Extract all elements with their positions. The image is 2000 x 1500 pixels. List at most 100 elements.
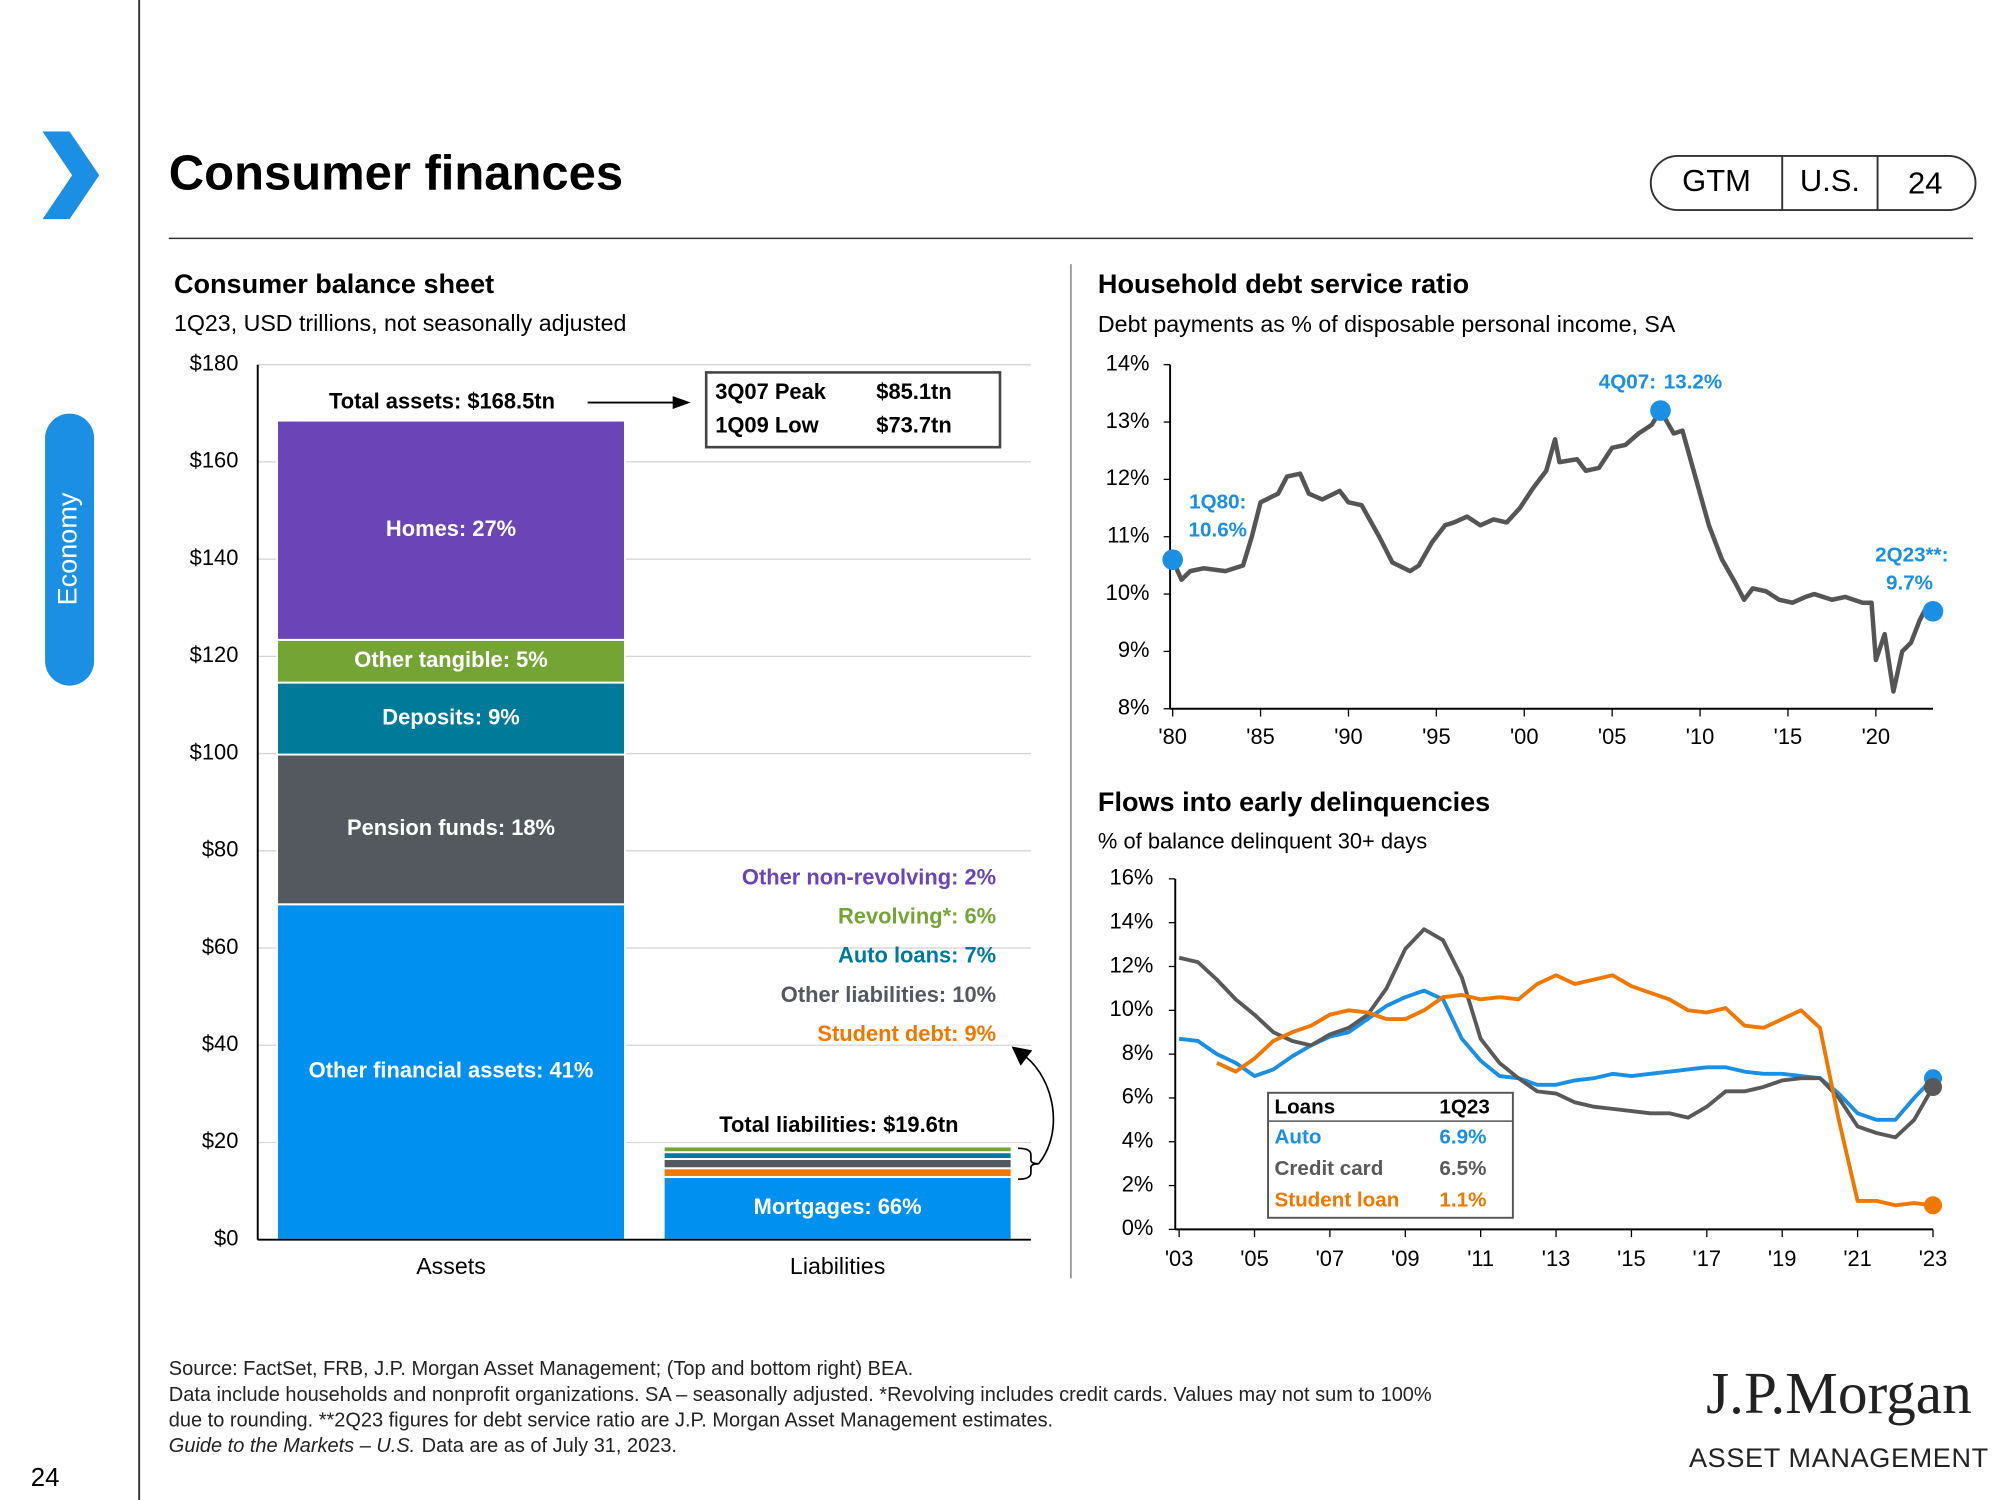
x-tick-label: '85 xyxy=(1246,724,1275,749)
y-tick-label: $80 xyxy=(202,837,239,862)
highlight-marker xyxy=(1650,400,1671,421)
end-marker xyxy=(1923,1196,1943,1215)
arrow xyxy=(1025,1056,1055,1165)
line-series xyxy=(1216,973,1934,1208)
segment-label: Auto loans: 7% xyxy=(838,943,996,968)
legend-value: 6.9% xyxy=(1439,1125,1486,1148)
y-tick-label: 10% xyxy=(1110,996,1154,1021)
chart-subtitle: Debt payments as % of disposable persona… xyxy=(1098,311,1676,337)
x-tick-label: '11 xyxy=(1467,1246,1494,1271)
x-tick-label: Assets xyxy=(416,1253,486,1279)
segment-label: Homes: 27% xyxy=(386,516,516,541)
chart-subtitle: % of balance delinquent 30+ days xyxy=(1098,829,1427,854)
x-tick-label: '10 xyxy=(1686,724,1715,749)
x-tick-label: '13 xyxy=(1542,1246,1571,1271)
bar-segment xyxy=(276,681,626,756)
callout-box xyxy=(704,371,1002,449)
bar-segment xyxy=(662,1143,1013,1148)
y-tick-label: 10% xyxy=(1106,580,1150,605)
footnote-guide: Guide to the Markets – U.S. xyxy=(169,1435,415,1457)
legend-box xyxy=(1267,1091,1514,1219)
x-tick-label: '05 xyxy=(1240,1246,1269,1271)
highlight-value: 10.6% xyxy=(1189,519,1247,542)
callout-text: $73.7tn xyxy=(876,412,951,437)
x-tick-label: '03 xyxy=(1165,1246,1194,1271)
legend-label: Student loan xyxy=(1274,1188,1399,1211)
badge: 24 xyxy=(1908,166,1942,201)
chevron-icon xyxy=(42,131,100,220)
chart-title: Consumer balance sheet xyxy=(174,269,494,299)
legend-header: 1Q23 xyxy=(1439,1096,1489,1119)
y-tick-label: 0% xyxy=(1122,1215,1154,1240)
y-tick-label: 12% xyxy=(1110,952,1154,977)
x-tick-label: '95 xyxy=(1422,724,1451,749)
y-tick-label: 4% xyxy=(1122,1128,1154,1153)
total-label: Total assets: $168.5tn xyxy=(329,388,555,413)
x-tick-label: Liabilities xyxy=(790,1253,885,1279)
x-tick-label: '07 xyxy=(1316,1246,1345,1271)
y-tick-label: 8% xyxy=(1122,1040,1154,1065)
y-tick-label: 11% xyxy=(1107,523,1149,548)
callout-text: 3Q07 Peak xyxy=(715,379,827,404)
x-tick-label: '15 xyxy=(1617,1246,1646,1271)
y-tick-label: $140 xyxy=(190,545,239,570)
segment-label: Mortgages: 66% xyxy=(754,1194,922,1219)
segment-label: Revolving*: 6% xyxy=(838,904,996,929)
footnote-date: Data are as of July 31, 2023. xyxy=(422,1435,677,1457)
line-series xyxy=(1170,408,1933,694)
bar-segment xyxy=(276,419,626,641)
y-tick-label: $60 xyxy=(202,934,239,959)
segment-label: Pension funds: 18% xyxy=(347,815,555,840)
y-tick-label: 14% xyxy=(1106,350,1150,375)
y-tick-label: 2% xyxy=(1122,1171,1154,1196)
highlight-value: 9.7% xyxy=(1886,572,1933,595)
segment-label: Other liabilities: 10% xyxy=(781,982,996,1007)
footnote: Source: FactSet, FRB, J.P. Morgan Asset … xyxy=(169,1358,913,1380)
legend-header: Loans xyxy=(1274,1096,1335,1119)
line-series xyxy=(1178,927,1935,1140)
y-tick-label: 6% xyxy=(1122,1084,1154,1109)
highlight-name: 4Q07: xyxy=(1599,371,1656,394)
callout-text: $85.1tn xyxy=(876,379,951,404)
highlight-label: 2Q23**: xyxy=(1875,543,1948,566)
logo: J.P.Morgan xyxy=(1706,1360,1972,1426)
end-marker xyxy=(1923,1077,1943,1097)
segment-label: Deposits: 9% xyxy=(382,704,519,729)
x-tick-label: '19 xyxy=(1768,1246,1797,1271)
x-tick-label: '15 xyxy=(1774,724,1803,749)
badge: U.S. xyxy=(1800,163,1860,198)
y-tick-label: 9% xyxy=(1118,637,1150,662)
highlight-label: 4Q07: 13.2% xyxy=(1599,371,1722,394)
segment-label: Other tangible: 5% xyxy=(354,647,547,672)
highlight-marker xyxy=(1162,549,1183,570)
footnote: Data include households and nonprofit or… xyxy=(169,1384,1432,1406)
callout-text: 1Q09 Low xyxy=(715,412,819,437)
chart-title: Flows into early delinquencies xyxy=(1098,787,1490,817)
y-tick-label: $100 xyxy=(190,739,239,764)
x-tick-label: '00 xyxy=(1510,724,1539,749)
chart-subtitle: 1Q23, USD trillions, not seasonally adju… xyxy=(174,310,626,336)
highlight-marker xyxy=(1922,600,1944,622)
x-tick-label: '17 xyxy=(1693,1246,1722,1271)
y-tick-label: $20 xyxy=(202,1128,239,1153)
bar-segment xyxy=(662,1158,1013,1170)
y-tick-label: $40 xyxy=(202,1031,239,1056)
y-tick-label: 16% xyxy=(1110,865,1154,890)
legend-label: Credit card xyxy=(1274,1157,1383,1180)
page-number: 24 xyxy=(31,1464,60,1492)
bar-segment xyxy=(662,1167,1013,1178)
badge-frame xyxy=(1649,154,1977,212)
y-tick-label: $0 xyxy=(214,1225,238,1250)
highlight-label: 1Q80: xyxy=(1189,490,1246,513)
legend-value: 1.1% xyxy=(1439,1188,1486,1211)
legend-value: 6.5% xyxy=(1439,1157,1486,1180)
logo-subtitle: ASSET MANAGEMENT xyxy=(1689,1443,1989,1473)
legend-label: Auto xyxy=(1274,1125,1321,1148)
segment-label: Other non-revolving: 2% xyxy=(742,865,996,890)
arrow-head xyxy=(672,396,691,409)
bar-segment xyxy=(662,1151,1013,1160)
x-tick-label: '23 xyxy=(1919,1246,1948,1271)
y-tick-label: 14% xyxy=(1110,908,1154,933)
arrow-head xyxy=(1011,1046,1033,1066)
